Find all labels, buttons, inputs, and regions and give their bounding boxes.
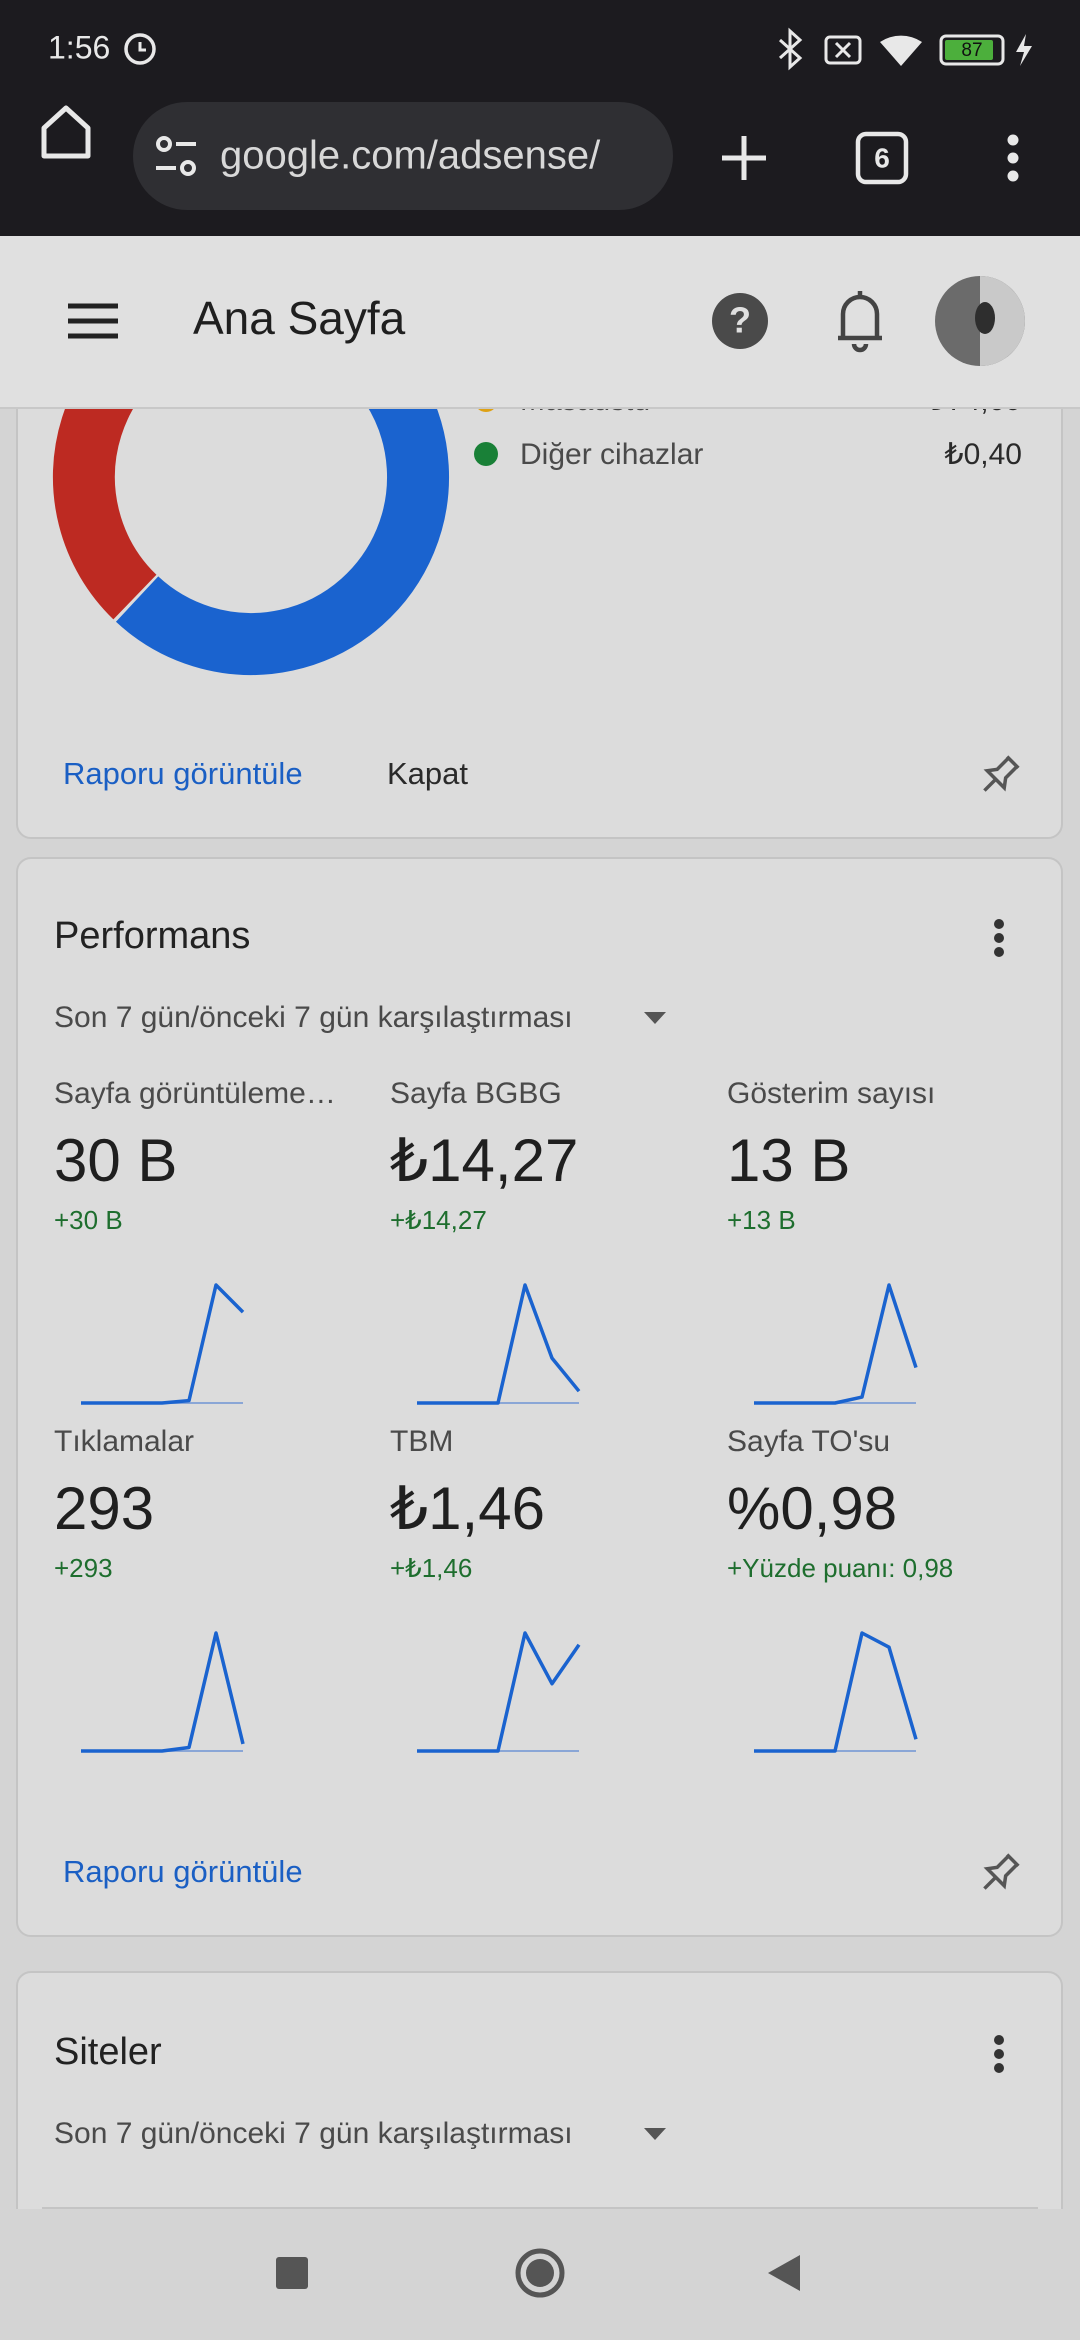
- help-button[interactable]: ?: [712, 293, 768, 349]
- legend-dot: [474, 442, 498, 466]
- url-bar[interactable]: [133, 102, 673, 210]
- view-report-button[interactable]: Raporu görüntüle: [63, 756, 303, 791]
- metric-value: 13 B: [727, 1127, 850, 1194]
- bluetooth-icon: [778, 27, 803, 71]
- metric-label: Sayfa BGBG: [390, 1077, 562, 1110]
- battery-level: [945, 40, 993, 60]
- status-time: 1:56: [48, 29, 110, 65]
- card-title: Performans: [54, 915, 250, 957]
- metric-change: +293: [54, 1553, 113, 1583]
- more-menu[interactable]: [994, 2035, 1004, 2073]
- sparkline: [754, 1631, 918, 1753]
- metric-value: ₺1,46: [390, 1475, 545, 1542]
- back-button[interactable]: [768, 2255, 800, 2291]
- more-menu[interactable]: [994, 919, 1004, 957]
- home-button[interactable]: [41, 105, 91, 159]
- period-dropdown[interactable]: Son 7 gün/önceki 7 gün karşılaştırması: [54, 1001, 573, 1034]
- tab-count: 6: [874, 142, 890, 173]
- view-report-button[interactable]: Raporu görüntüle: [63, 1854, 303, 1889]
- card: [16, 857, 1063, 1937]
- metric-value: %0,98: [727, 1475, 897, 1542]
- legend-label: Diğer cihazlar: [520, 438, 703, 471]
- notifications-button[interactable]: [838, 291, 882, 353]
- app-header: Ana Sayfa ?: [0, 236, 1080, 409]
- sparkline: [417, 1283, 581, 1405]
- pin-icon[interactable]: [976, 1852, 1021, 1897]
- battery-text: 87: [961, 40, 982, 61]
- svg-text:?: ?: [729, 300, 751, 341]
- menu-button[interactable]: [68, 303, 118, 339]
- metric-value: ₺14,27: [390, 1127, 578, 1194]
- wifi-icon: [880, 35, 922, 66]
- site-settings-icon[interactable]: [156, 136, 196, 176]
- card-title: Siteler: [54, 2031, 162, 2073]
- charging-icon: [1016, 34, 1032, 66]
- sim-icon: [824, 35, 862, 65]
- sparkline: [81, 1283, 245, 1405]
- dropdown-arrow[interactable]: [644, 1012, 666, 1024]
- metric-label: Gösterim sayısı: [727, 1077, 935, 1110]
- metric-value: 30 B: [54, 1127, 177, 1194]
- metric-label: Sayfa TO'su: [727, 1425, 890, 1458]
- metric-change: +Yüzde puanı: 0,98: [727, 1553, 953, 1583]
- home-nav-button[interactable]: [515, 2248, 565, 2298]
- period-dropdown[interactable]: Son 7 gün/önceki 7 gün karşılaştırması: [54, 2117, 573, 2150]
- metric-label: TBM: [390, 1425, 453, 1458]
- metric-change: +₺1,46: [390, 1553, 472, 1583]
- header-title: Ana Sayfa: [193, 292, 406, 344]
- browser-chrome: 1:56 87 google.com/adsense/ 6: [0, 0, 1080, 236]
- metric-change: +₺14,27: [390, 1205, 487, 1235]
- url-text[interactable]: google.com/adsense/: [220, 134, 601, 178]
- legend-value: ₺0,40: [945, 438, 1022, 471]
- recents-button[interactable]: [276, 2257, 308, 2289]
- header-background: [0, 236, 1080, 408]
- metric-label: Sayfa görüntüleme…: [54, 1077, 336, 1110]
- sparkline: [417, 1631, 581, 1753]
- metric-value: 293: [54, 1475, 154, 1542]
- home-nav-dot: [526, 2259, 554, 2287]
- metric-change: +13 B: [727, 1205, 796, 1235]
- performance-card: Performans Son 7 gün/önceki 7 gün karşıl…: [16, 857, 1063, 1937]
- pin-icon[interactable]: [976, 754, 1021, 799]
- close-button[interactable]: Kapat: [387, 756, 468, 791]
- alarm-icon: [124, 33, 156, 65]
- metric-label: Tıklamalar: [54, 1425, 194, 1458]
- new-tab-button[interactable]: [722, 136, 766, 180]
- sim-cross: [834, 41, 852, 59]
- alarm-hands: [138, 42, 146, 52]
- battery-outline: [939, 34, 1005, 66]
- sparkline: [81, 1631, 245, 1753]
- metric-change: +30 B: [54, 1205, 123, 1235]
- browser-menu[interactable]: [1007, 134, 1019, 182]
- navigation-bar: [0, 2209, 1080, 2340]
- avatar[interactable]: [935, 276, 1025, 366]
- sparkline: [754, 1283, 918, 1405]
- dropdown-arrow[interactable]: [644, 2128, 666, 2140]
- tabs-button[interactable]: [855, 131, 909, 185]
